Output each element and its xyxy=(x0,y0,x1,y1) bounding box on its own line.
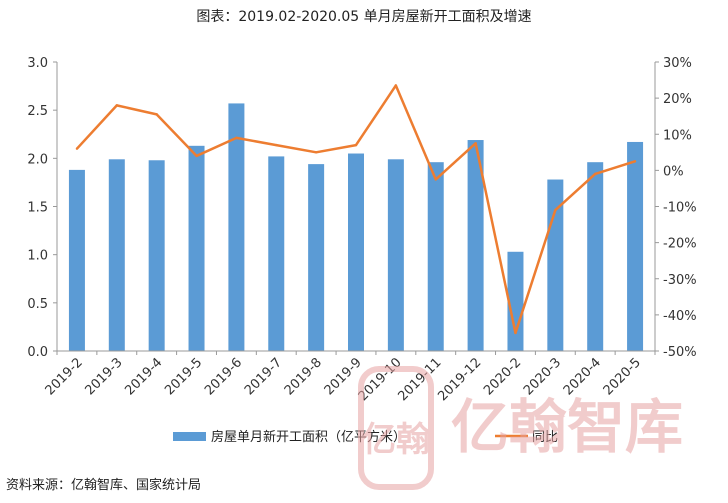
left-tick-label: 1.5 xyxy=(27,201,48,216)
line-series xyxy=(75,84,637,335)
line-point xyxy=(633,160,637,163)
right-axis: -50% -40% -30% -20% -10% 0% 10% 20% 30% xyxy=(654,56,697,360)
x-tick-label: 2019-2 xyxy=(43,355,86,398)
x-tick-label: 2019-7 xyxy=(242,355,285,398)
left-tick-label: 3.0 xyxy=(27,56,48,71)
legend-line-label: 同比 xyxy=(532,430,558,445)
bar xyxy=(467,140,484,351)
watermark-seal-text: 亿翰 xyxy=(362,420,430,460)
watermark-text: 亿翰智库 xyxy=(451,393,683,461)
line-point xyxy=(474,142,477,145)
bar xyxy=(108,159,125,351)
bar xyxy=(228,103,245,351)
left-tick-label: 0.5 xyxy=(27,297,48,312)
bar xyxy=(148,160,165,351)
bar-series xyxy=(68,103,644,351)
left-tick-label: 2.5 xyxy=(27,104,48,119)
line-point xyxy=(434,178,437,181)
line-point xyxy=(394,84,398,87)
bar xyxy=(427,162,444,351)
right-tick-label: 10% xyxy=(663,128,692,143)
line-point xyxy=(75,147,79,150)
right-tick-label: -30% xyxy=(663,273,697,288)
right-tick-label: -40% xyxy=(663,309,697,324)
watermark-seal xyxy=(358,366,434,490)
bar xyxy=(68,169,85,351)
watermark: 亿翰 亿翰智库 xyxy=(358,366,683,490)
right-tick-label: -10% xyxy=(663,201,697,216)
source-note: 资料来源：亿翰智库、国家统计局 xyxy=(6,478,202,493)
line-point xyxy=(155,113,158,116)
right-tick-label: 0% xyxy=(663,164,684,179)
line-point xyxy=(275,143,278,147)
bar xyxy=(387,159,404,351)
line-point xyxy=(314,151,318,154)
line-point xyxy=(594,172,597,176)
right-tick-label: 30% xyxy=(663,56,692,71)
x-tick-label: 2019-5 xyxy=(162,355,205,398)
left-tick-label: 0.0 xyxy=(27,345,48,360)
line-point xyxy=(235,136,238,140)
legend-bar-label: 房屋单月新开工面积（亿平方米） xyxy=(211,429,406,445)
bar xyxy=(348,153,364,351)
line-point xyxy=(195,154,198,158)
bar xyxy=(507,251,524,351)
right-tick-label: -50% xyxy=(663,345,697,360)
bar xyxy=(268,156,285,351)
bar xyxy=(627,141,644,351)
left-axis: 0.0 0.5 1.0 1.5 2.0 2.5 3.0 xyxy=(27,56,58,360)
bar xyxy=(587,162,604,351)
right-tick-label: -20% xyxy=(663,237,697,252)
left-tick-label: 2.0 xyxy=(27,152,48,167)
x-tick-label: 2019-8 xyxy=(282,355,325,398)
legend: 房屋单月新开工面积（亿平方米） 同比 xyxy=(173,429,558,445)
right-tick-label: 20% xyxy=(663,92,692,107)
bar xyxy=(188,145,205,351)
x-tick-label: 2019-4 xyxy=(122,355,165,398)
left-tick-label: 1.0 xyxy=(27,249,48,264)
x-tick-label: 2019-6 xyxy=(202,355,245,398)
line-point xyxy=(115,104,119,107)
line-point xyxy=(554,208,557,212)
legend-bar-swatch xyxy=(173,432,206,441)
x-tick-label: 2019-3 xyxy=(82,355,125,398)
line-point xyxy=(354,143,358,147)
line-point xyxy=(514,331,517,335)
bar xyxy=(308,164,325,351)
chart-title: 图表：2019.02-2020.05 单月房屋新开工面积及增速 xyxy=(196,9,532,25)
